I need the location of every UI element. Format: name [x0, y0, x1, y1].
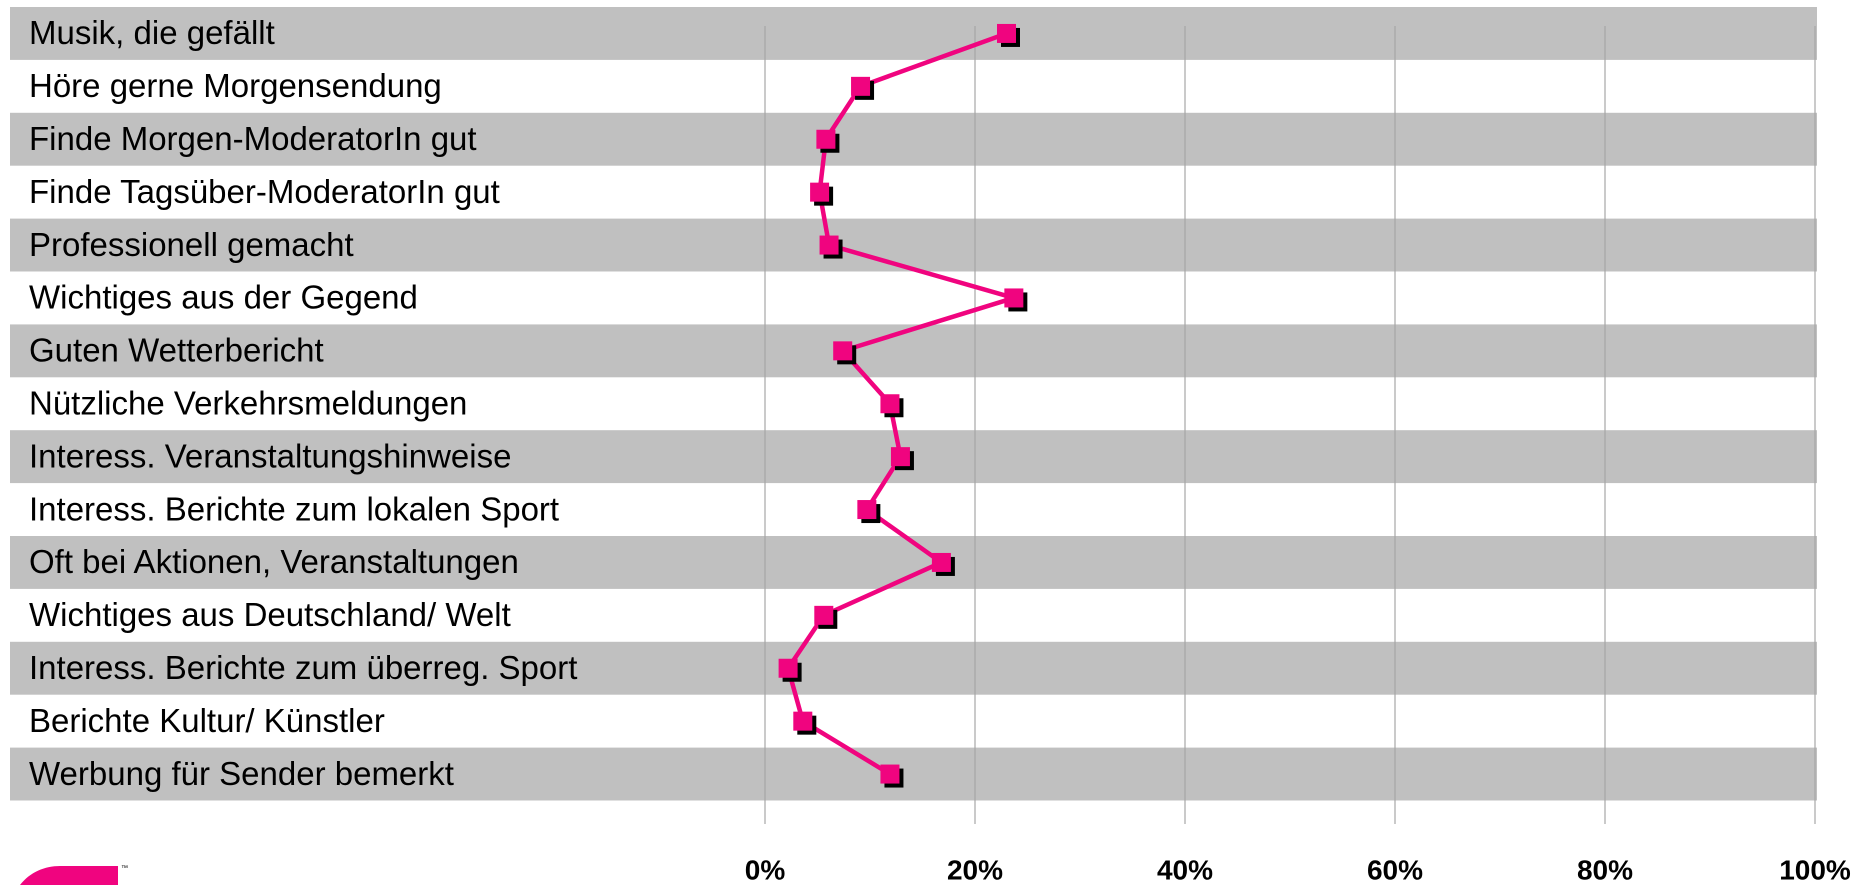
- category-label: Höre gerne Morgensendung: [29, 67, 442, 104]
- row-band: [10, 7, 1817, 60]
- category-label: Werbung für Sender bemerkt: [29, 755, 454, 792]
- row-band: [10, 112, 1817, 166]
- marker: [793, 711, 813, 731]
- logo: ™: [20, 865, 128, 885]
- marker: [857, 500, 877, 520]
- row-band: [10, 324, 1817, 378]
- category-label: Finde Tagsüber-ModeratorIn gut: [29, 173, 500, 210]
- row-band: [10, 641, 1817, 695]
- category-label: Wichtiges aus der Gegend: [29, 279, 418, 316]
- category-label: Interess. Berichte zum lokalen Sport: [29, 490, 559, 527]
- x-tick-label: 100%: [1779, 854, 1851, 885]
- marker: [851, 76, 871, 96]
- marker: [931, 552, 951, 572]
- x-tick-label: 20%: [947, 854, 1003, 885]
- marker: [880, 394, 900, 414]
- category-label: Interess. Berichte zum überreg. Sport: [29, 649, 577, 686]
- category-label: Wichtiges aus Deutschland/ Welt: [29, 596, 511, 633]
- category-label: Nützliche Verkehrsmeldungen: [29, 384, 467, 421]
- category-label: Oft bei Aktionen, Veranstaltungen: [29, 543, 519, 580]
- marker: [816, 129, 836, 149]
- x-tick-label: 80%: [1577, 854, 1633, 885]
- marker: [1004, 288, 1024, 308]
- marker: [814, 605, 834, 625]
- category-label: Professionell gemacht: [29, 226, 354, 263]
- logo-tm: ™: [121, 865, 128, 872]
- grid: 0% 20% 40% 60% 80% 100%: [745, 26, 1851, 885]
- category-label: Berichte Kultur/ Künstler: [29, 702, 385, 739]
- marker: [833, 341, 853, 361]
- category-label: Interess. Veranstaltungshinweise: [29, 437, 511, 474]
- marker: [810, 182, 830, 202]
- logo-shape: [20, 866, 118, 885]
- marker: [819, 235, 839, 255]
- row-bands: Musik, die gefällt Höre gerne Morgensendu…: [10, 7, 1817, 801]
- row-band: [10, 218, 1817, 272]
- marker: [997, 23, 1016, 43]
- row-band: [10, 747, 1817, 801]
- category-label: Guten Wetterbericht: [29, 332, 324, 369]
- category-label: Finde Morgen-ModeratorIn gut: [29, 120, 477, 157]
- category-label: Musik, die gefällt: [29, 14, 275, 51]
- x-tick-label: 0%: [745, 854, 786, 885]
- marker: [890, 447, 910, 467]
- marks: [778, 23, 1028, 788]
- x-tick-label: 60%: [1367, 854, 1423, 885]
- x-tick-label: 40%: [1157, 854, 1213, 885]
- marker: [778, 658, 798, 678]
- marker: [880, 764, 900, 784]
